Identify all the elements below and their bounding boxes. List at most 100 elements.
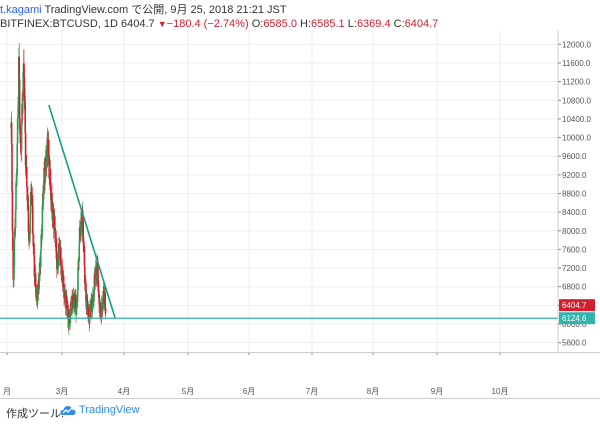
- candle-body: [82, 221, 84, 243]
- candle-body: [38, 262, 41, 282]
- footer-label: 作成ツール:: [6, 408, 65, 420]
- candle-body: [24, 95, 26, 102]
- price-tick-label: 9600.0: [562, 152, 587, 161]
- candle-body: [10, 122, 13, 144]
- symbol-label: BITFINEX:BTCUSD, 1D: [0, 18, 118, 30]
- candle-body: [95, 266, 98, 279]
- candle-body: [19, 118, 21, 134]
- candle-body: [84, 281, 87, 284]
- candle-body: [16, 118, 19, 144]
- candle-body: [49, 168, 52, 186]
- candle-body: [38, 281, 40, 289]
- candle-body: [104, 307, 107, 313]
- time-axis[interactable]: 月 3月 4月 5月 6月 7月 8月 9月 10月: [0, 352, 600, 396]
- candle-body: [57, 259, 60, 268]
- low-value: 6369.4: [356, 18, 391, 30]
- candle-body: [19, 133, 22, 143]
- candle-body: [84, 266, 86, 284]
- time-tick-label: 6月: [243, 387, 255, 396]
- candle-body: [43, 168, 46, 170]
- candle-body: [78, 244, 80, 262]
- candle-body: [12, 279, 15, 281]
- candle-body: [13, 265, 15, 280]
- candle-body: [41, 205, 44, 231]
- candle-body: [64, 290, 66, 302]
- support-price-tag-bg: [559, 312, 595, 325]
- time-tick-label: 8月: [367, 387, 379, 396]
- candle-body: [42, 193, 44, 206]
- last-price-tag: 6404.7: [559, 299, 595, 312]
- candle-body: [102, 303, 104, 311]
- candle-body: [77, 261, 80, 268]
- candle-body: [22, 71, 24, 101]
- candle-body: [82, 242, 85, 246]
- candle-body: [61, 266, 63, 268]
- price-tick-label: 7600.0: [562, 245, 587, 254]
- tradingview-cloud-icon: [60, 406, 76, 415]
- price-tick-label: 10800.0: [562, 96, 591, 105]
- candle-body: [46, 146, 48, 167]
- high-value: 6585.1: [311, 18, 345, 30]
- candle-body: [18, 56, 20, 80]
- candle-body: [26, 186, 28, 201]
- candle-body: [35, 285, 37, 298]
- candle-body: [27, 195, 29, 206]
- candle-body: [74, 294, 77, 308]
- candle-body: [54, 227, 56, 243]
- candle-body: [67, 312, 70, 328]
- price-axis[interactable]: 5600.06000.06400.06800.07200.07600.08000…: [558, 40, 591, 348]
- candle-body: [70, 308, 73, 310]
- publish-info: t.kagami TradingView.com で公開, 9月 25, 201…: [0, 3, 287, 17]
- close-label: C:: [393, 18, 405, 30]
- candle-body: [11, 190, 14, 231]
- open-label: O:: [251, 18, 264, 30]
- open-value: 6585.0: [263, 18, 297, 30]
- candle-body: [33, 243, 35, 256]
- tradingview-logo[interactable]: TradingView: [60, 404, 140, 416]
- candle-body: [23, 63, 25, 78]
- candle-body: [17, 97, 20, 117]
- candle-body: [89, 304, 92, 312]
- candle-body: [86, 297, 88, 302]
- time-tick-label: 7月: [306, 387, 318, 396]
- candle-body: [83, 245, 85, 247]
- candle-body: [52, 208, 54, 214]
- price-chart[interactable]: 5600.06000.06400.06800.07200.07600.08000…: [0, 30, 600, 398]
- candle-body: [14, 228, 16, 239]
- grid-lines: [0, 30, 558, 352]
- candle-body: [26, 166, 28, 187]
- candle-body: [91, 307, 94, 312]
- candle-body: [44, 170, 46, 184]
- candle-body: [81, 227, 83, 231]
- change-value: −180.4 (−2.74%): [166, 18, 249, 30]
- candle-body: [47, 155, 49, 157]
- descending-trendline: [48, 104, 116, 319]
- price-tick-label: 12000.0: [562, 40, 591, 49]
- time-tick-label: 4月: [118, 387, 130, 396]
- last-price: 6404.7: [121, 18, 155, 30]
- candle-body: [76, 299, 78, 308]
- candle-body: [31, 195, 34, 206]
- candle-body: [37, 284, 39, 301]
- price-tick-label: 8000.0: [562, 227, 587, 236]
- candle-body: [50, 185, 52, 201]
- candle-body: [48, 155, 50, 179]
- candle-body: [15, 183, 17, 210]
- candle-body: [54, 215, 56, 228]
- tradingview-brand: TradingView: [79, 404, 140, 416]
- candle-body: [29, 213, 32, 234]
- time-tick-label: 5月: [182, 387, 194, 396]
- candle-body: [77, 267, 79, 290]
- support-price-tag: 6124.6: [559, 312, 595, 325]
- candle-body: [78, 227, 81, 245]
- candle-body: [32, 233, 34, 247]
- time-tick-label: 月: [3, 387, 11, 396]
- candle-body: [36, 300, 39, 302]
- author-link[interactable]: t.kagami: [0, 4, 42, 16]
- candle-body: [93, 287, 95, 302]
- candle-body: [11, 143, 13, 191]
- candle-body: [69, 310, 72, 323]
- candle-body: [88, 308, 90, 318]
- candle-body: [12, 230, 14, 251]
- support-price-tag-text: 6124.6: [562, 314, 587, 323]
